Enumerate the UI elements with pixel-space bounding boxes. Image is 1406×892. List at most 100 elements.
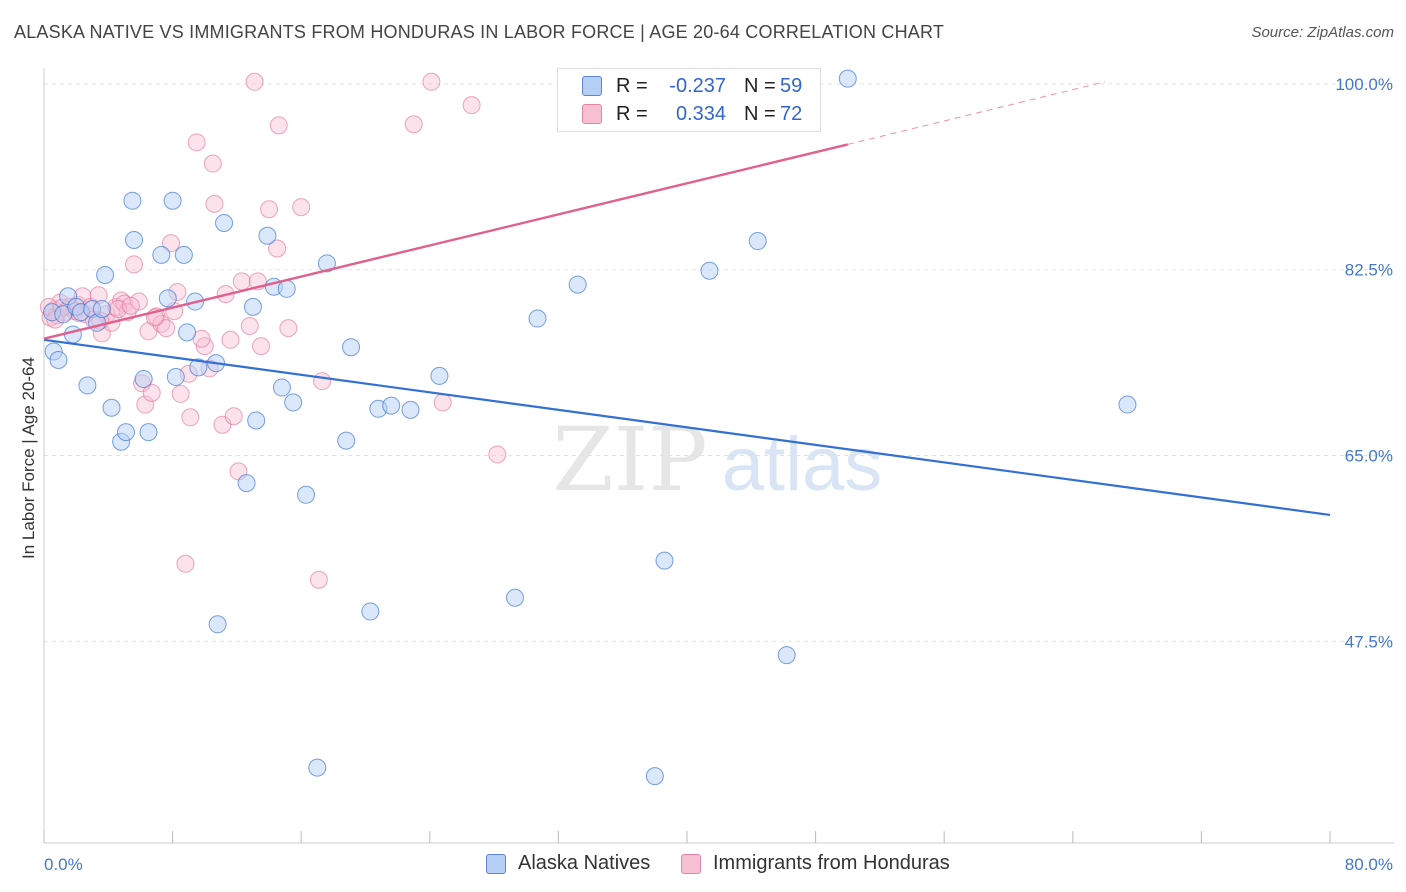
point-alaska <box>237 474 256 493</box>
point-alaska <box>528 309 547 328</box>
point-alaska <box>174 245 193 264</box>
point-honduras <box>269 116 288 135</box>
grid-lines <box>44 83 1394 642</box>
watermark-zip: ZIP <box>552 408 707 511</box>
point-honduras <box>157 319 176 338</box>
point-alaska <box>277 279 296 298</box>
series-alaska-points <box>43 69 1137 786</box>
point-honduras <box>232 272 251 291</box>
legend-label-honduras: Immigrants from Honduras <box>713 852 950 874</box>
point-honduras <box>205 194 224 213</box>
legend-label-alaska: Alaska Natives <box>518 852 651 874</box>
r-value: 0.334 <box>675 102 726 125</box>
point-alaska <box>163 191 182 210</box>
point-alaska <box>568 275 587 294</box>
point-honduras <box>404 115 423 134</box>
point-alaska <box>49 350 68 369</box>
x-tick-label: 0.0% <box>44 855 83 874</box>
point-honduras <box>142 383 161 402</box>
n-label: N = <box>744 102 776 125</box>
legend-item-alaska[interactable]: Alaska Natives <box>486 852 650 875</box>
legend-row-alaska: R = -0.237 N = 59 <box>582 73 802 99</box>
point-alaska <box>208 615 227 634</box>
point-alaska <box>96 266 115 285</box>
point-alaska <box>337 431 356 450</box>
r-label: R = <box>616 102 648 125</box>
point-alaska <box>78 376 97 395</box>
point-alaska <box>361 602 380 621</box>
point-alaska <box>189 358 208 377</box>
n-value: 72 <box>780 102 803 125</box>
point-alaska <box>92 299 111 318</box>
trend-line-honduras <box>43 143 849 340</box>
point-honduras <box>187 133 206 152</box>
y-tick-label: 47.5% <box>1345 632 1393 651</box>
n-label: N = <box>744 74 776 97</box>
trend-lines <box>43 81 1331 517</box>
point-alaska <box>123 191 142 210</box>
r-label: R = <box>616 74 648 97</box>
legend-swatch-blue <box>486 853 506 874</box>
legend-row-honduras: R = 0.334 N = 72 <box>582 101 802 127</box>
point-honduras <box>462 96 481 115</box>
point-alaska <box>308 758 327 777</box>
point-alaska <box>430 366 449 385</box>
point-alaska <box>838 69 857 88</box>
point-honduras <box>125 255 144 274</box>
point-honduras <box>203 154 222 173</box>
point-honduras <box>161 234 180 253</box>
x-tick-label: 80.0% <box>1345 855 1393 874</box>
source-label: Source: ZipAtlas.com <box>1251 24 1394 41</box>
point-honduras <box>136 395 155 414</box>
point-honduras <box>313 372 332 391</box>
trend-line-honduras-extension <box>847 81 1106 145</box>
point-honduras <box>221 330 240 349</box>
tick-labels: 47.5% 65.0% 82.5% 100.0% 0.0% 80.0% <box>44 75 1393 874</box>
point-honduras <box>252 337 271 356</box>
point-honduras <box>260 200 279 219</box>
point-alaska <box>166 367 185 386</box>
point-alaska <box>125 230 144 249</box>
point-alaska <box>247 411 266 430</box>
point-honduras <box>433 393 452 412</box>
point-alaska <box>134 370 153 389</box>
point-alaska <box>243 297 262 316</box>
point-alaska <box>655 551 674 570</box>
point-alaska <box>297 485 316 504</box>
legend-swatch-pink <box>681 853 701 874</box>
point-alaska <box>139 423 158 442</box>
point-honduras <box>279 319 298 338</box>
point-honduras <box>129 292 148 311</box>
point-alaska <box>777 646 796 665</box>
point-alaska <box>342 338 361 357</box>
point-alaska <box>284 393 303 412</box>
r-value: -0.237 <box>669 74 726 97</box>
point-honduras <box>422 72 441 91</box>
point-honduras <box>240 316 259 335</box>
y-axis-label: In Labor Force | Age 20-64 <box>19 357 38 559</box>
correlation-legend: R = -0.237 N = 59 R = 0.334 N = 72 <box>557 68 821 132</box>
point-honduras <box>224 407 243 426</box>
point-alaska <box>258 226 277 245</box>
point-alaska <box>178 323 197 342</box>
point-honduras <box>488 445 507 464</box>
point-alaska <box>700 261 719 280</box>
point-alaska <box>1118 395 1137 414</box>
point-alaska <box>152 245 171 264</box>
y-tick-label: 100.0% <box>1335 75 1393 94</box>
point-alaska <box>401 400 420 419</box>
point-alaska <box>272 378 291 397</box>
point-honduras <box>121 296 140 315</box>
point-alaska <box>158 289 177 308</box>
point-honduras <box>181 408 200 427</box>
legend-swatch-blue <box>582 76 602 96</box>
point-alaska <box>102 398 121 417</box>
legend-item-honduras[interactable]: Immigrants from Honduras <box>681 852 950 875</box>
series-legend: Alaska Natives Immigrants from Honduras <box>0 852 1406 878</box>
point-alaska <box>63 325 82 344</box>
point-alaska <box>116 423 135 442</box>
point-honduras <box>171 384 190 403</box>
point-honduras <box>309 570 328 589</box>
point-honduras <box>292 198 311 217</box>
